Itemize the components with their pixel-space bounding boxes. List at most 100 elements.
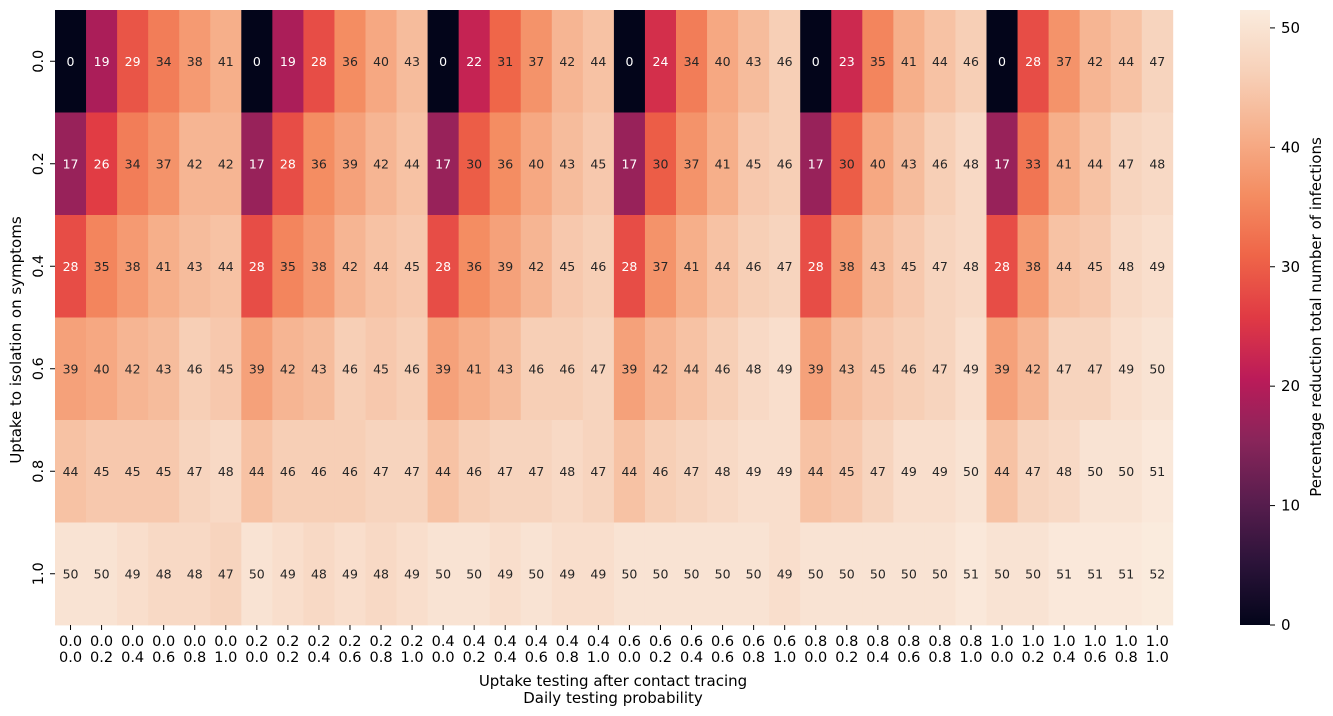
heatmap-cell xyxy=(1141,112,1174,216)
cell-value-label: 44 xyxy=(808,464,824,479)
cell-value-label: 44 xyxy=(684,361,700,376)
cell-value-label: 39 xyxy=(249,361,265,376)
heatmap-cell xyxy=(831,10,863,113)
x-tick-label-top: 0.8 xyxy=(928,634,951,650)
heatmap-cell xyxy=(334,420,366,523)
heatmap-cell xyxy=(676,522,708,626)
cell-value-label: 41 xyxy=(218,54,234,69)
heatmap-cell xyxy=(800,317,832,421)
heatmap-cell xyxy=(1141,420,1174,523)
x-tick-label-top: 0.2 xyxy=(369,634,392,650)
heatmap-cell xyxy=(893,10,925,113)
heatmap-cell xyxy=(1079,317,1112,421)
heatmap-cell xyxy=(676,215,708,318)
cell-value-label: 50 xyxy=(94,566,110,581)
cell-value-label: 43 xyxy=(559,156,575,171)
heatmap-cell xyxy=(582,317,615,421)
heatmap-cell xyxy=(303,317,335,421)
cell-value-label: 44 xyxy=(932,54,948,69)
heatmap-cell xyxy=(241,10,273,113)
heatmap-cell xyxy=(272,10,304,113)
cell-value-label: 23 xyxy=(839,54,855,69)
cell-value-label: 42 xyxy=(1087,54,1103,69)
heatmap-cell xyxy=(210,522,242,626)
cell-value-label: 37 xyxy=(684,156,700,171)
heatmap-cell xyxy=(707,522,739,626)
heatmap-cell xyxy=(862,317,894,421)
heatmap-cell xyxy=(800,420,832,523)
heatmap-cell xyxy=(241,522,273,626)
heatmap-cell xyxy=(831,420,863,523)
colorbar-gradient xyxy=(1240,10,1270,625)
x-tick-label-top: 0.4 xyxy=(556,634,579,650)
heatmap-cell xyxy=(1048,10,1081,113)
cell-value-label: 48 xyxy=(1056,464,1072,479)
cell-value-label: 46 xyxy=(528,361,544,376)
heatmap-cell xyxy=(86,420,118,523)
heatmap-cell xyxy=(427,420,460,523)
colorbar-ticks: 0 10 20 30 40 50 xyxy=(1270,19,1300,634)
heatmap-cell xyxy=(676,317,708,421)
x-tick-label-top: 0.6 xyxy=(742,634,765,650)
heatmap-cell xyxy=(210,420,242,523)
heatmap-cell xyxy=(800,215,832,318)
heatmap-cell xyxy=(272,215,304,318)
heatmap-cell xyxy=(613,420,646,523)
heatmap-cell xyxy=(427,215,460,318)
cell-value-label: 45 xyxy=(746,156,762,171)
cell-value-label: 46 xyxy=(746,259,762,274)
cell-value-label: 46 xyxy=(342,361,358,376)
x-tick-label-bottom: 0.4 xyxy=(494,650,517,666)
heatmap-cell xyxy=(458,112,491,216)
heatmap-cell xyxy=(644,10,677,113)
cell-value-label: 43 xyxy=(497,361,513,376)
x-tick-label-top: 0.6 xyxy=(618,634,641,650)
heatmap-cell xyxy=(489,317,522,421)
heatmap-cell xyxy=(86,215,118,318)
heatmap-cell xyxy=(1017,420,1049,523)
cell-value-label: 33 xyxy=(1025,156,1041,171)
cell-value-label: 47 xyxy=(1056,361,1072,376)
cell-value-label: 31 xyxy=(497,54,513,69)
heatmap-cell xyxy=(769,317,801,421)
heatmap-cell xyxy=(1079,10,1112,113)
heatmap-cell xyxy=(117,420,149,523)
x-axis-label-line2: Daily testing probability xyxy=(523,689,703,707)
heatmap-cell xyxy=(551,112,584,216)
colorbar xyxy=(1240,10,1270,625)
cell-value-label: 46 xyxy=(932,156,948,171)
colorbar-tick-label: 10 xyxy=(1281,497,1300,515)
x-tick-label-top: 1.0 xyxy=(1022,634,1045,650)
cell-value-label: 47 xyxy=(404,464,420,479)
x-tick-label-bottom: 0.4 xyxy=(1053,650,1076,666)
heatmap-cell xyxy=(334,10,366,113)
cell-value-label: 41 xyxy=(715,156,731,171)
cell-value-label: 30 xyxy=(839,156,855,171)
heatmap-cell xyxy=(179,317,211,421)
heatmap-cell xyxy=(551,215,584,318)
x-tick-label-top: 0.6 xyxy=(649,634,672,650)
x-tick-label-top: 0.0 xyxy=(121,634,144,650)
cell-value-label: 30 xyxy=(466,156,482,171)
heatmap-cell xyxy=(1017,112,1049,216)
heatmap-cell xyxy=(365,215,397,318)
heatmap-cell xyxy=(986,317,1018,421)
cell-value-label: 0 xyxy=(625,54,633,69)
cell-value-label: 50 xyxy=(653,566,669,581)
cell-value-label: 43 xyxy=(156,361,172,376)
cell-value-label: 43 xyxy=(870,259,886,274)
cell-value-label: 49 xyxy=(125,566,141,581)
cell-value-label: 42 xyxy=(528,259,544,274)
heatmap-cell xyxy=(893,215,925,318)
cell-value-label: 41 xyxy=(156,259,172,274)
heatmap-cell xyxy=(862,112,894,216)
cell-value-label: 42 xyxy=(187,156,203,171)
heatmap-cell xyxy=(241,112,273,216)
heatmap-cell xyxy=(862,215,894,318)
x-tick-label-bottom: 0.6 xyxy=(711,650,734,666)
cell-value-label: 52 xyxy=(1149,566,1165,581)
heatmap-cell xyxy=(986,420,1018,523)
cell-value-label: 50 xyxy=(715,566,731,581)
heatmap-cell xyxy=(676,10,708,113)
